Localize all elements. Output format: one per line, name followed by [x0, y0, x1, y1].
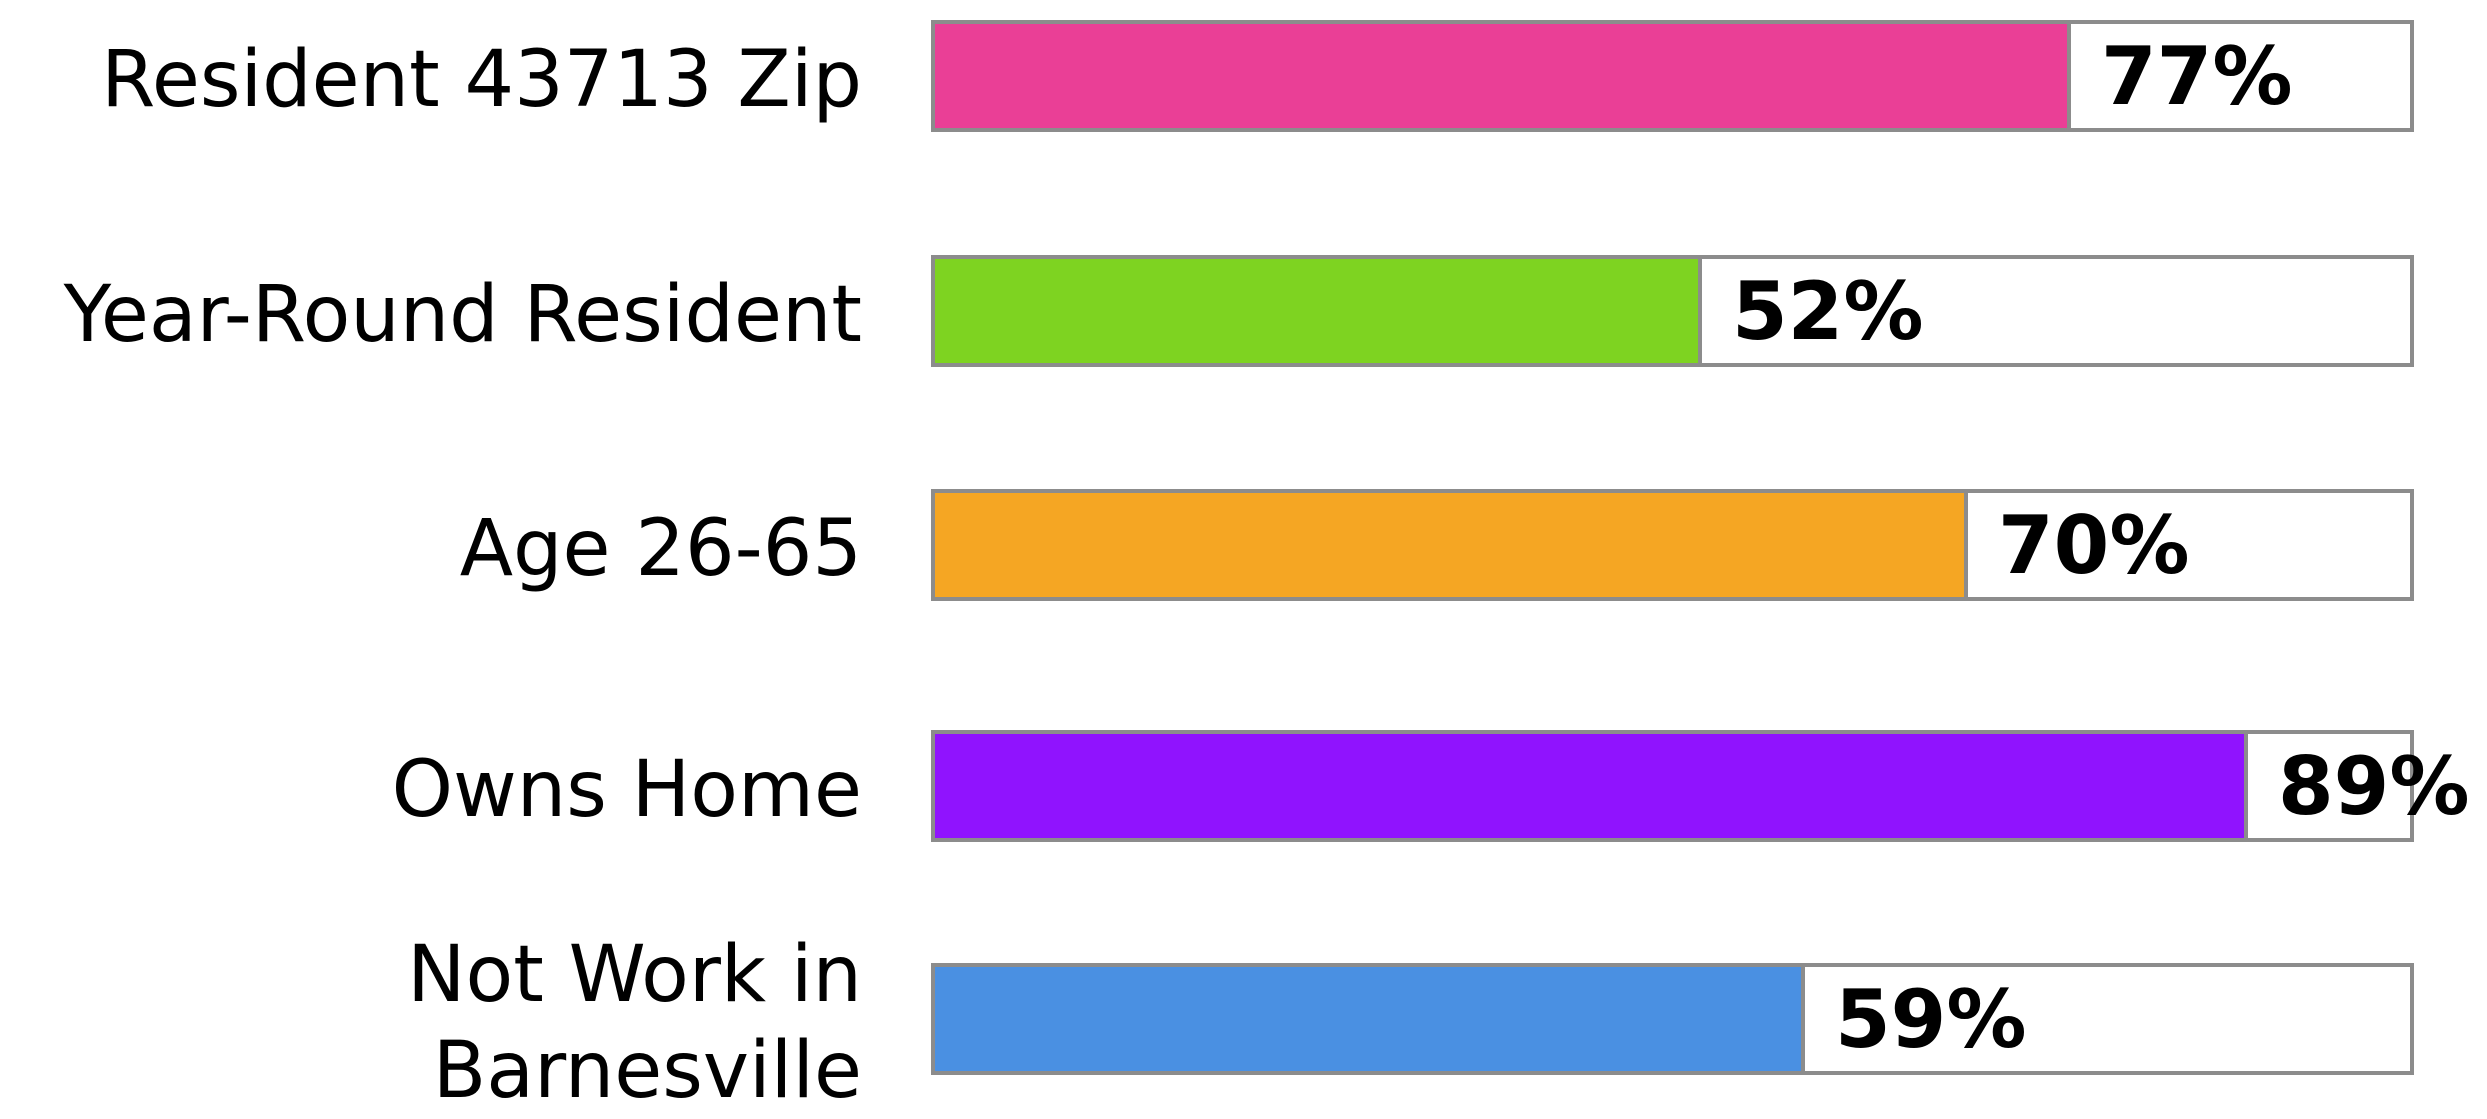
- bar: [935, 24, 2071, 128]
- value-label: 77%: [2101, 29, 2293, 123]
- bar: [935, 493, 1968, 597]
- bar-track: [931, 489, 2414, 601]
- bar-row: Owns Home 89%: [0, 730, 2487, 850]
- category-label: Owns Home: [391, 745, 862, 835]
- bar-track: [931, 963, 2414, 1075]
- value-label: 59%: [1835, 972, 2027, 1066]
- bar-track: [931, 730, 2414, 842]
- value-label: 89%: [2278, 739, 2470, 833]
- bar-row: Resident 43713 Zip 77%: [0, 20, 2487, 140]
- bar-track: [931, 20, 2414, 132]
- bar-row: Not Work in Barnesville 59%: [0, 930, 2487, 1116]
- category-label: Resident 43713 Zip: [101, 35, 862, 125]
- bar: [935, 734, 2248, 838]
- bar-row: Year-Round Resident 52%: [0, 255, 2487, 375]
- category-label: Age 26-65: [459, 504, 862, 594]
- value-label: 52%: [1732, 264, 1924, 358]
- category-label: Year-Round Resident: [63, 270, 862, 360]
- category-label: Not Work in Barnesville: [407, 930, 862, 1116]
- bar-track: [931, 255, 2414, 367]
- value-label: 70%: [1998, 498, 2190, 592]
- bar-row: Age 26-65 70%: [0, 489, 2487, 609]
- bar: [935, 967, 1805, 1071]
- bar: [935, 259, 1702, 363]
